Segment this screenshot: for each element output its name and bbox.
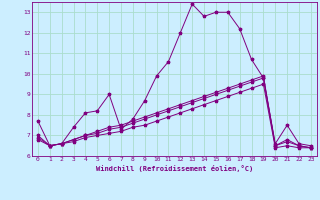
X-axis label: Windchill (Refroidissement éolien,°C): Windchill (Refroidissement éolien,°C) [96,165,253,172]
